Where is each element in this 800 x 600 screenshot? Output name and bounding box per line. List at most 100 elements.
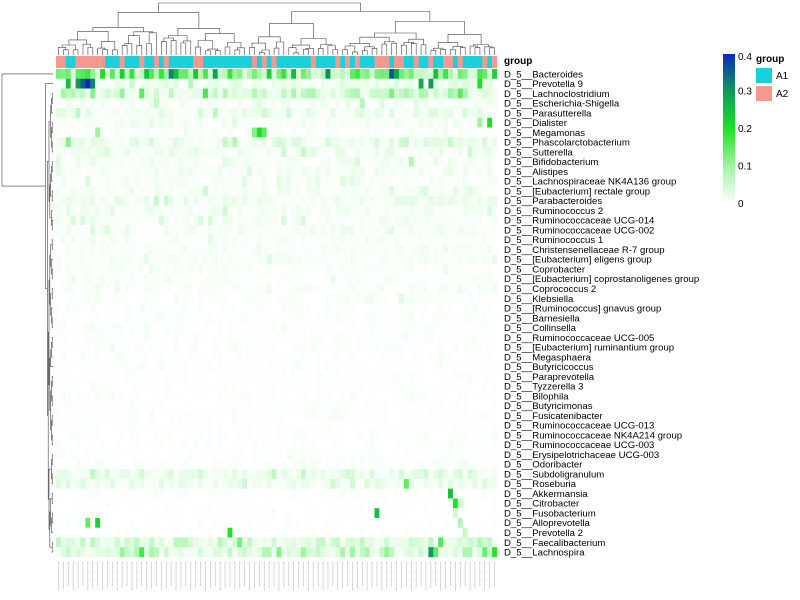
heatmap-cell	[286, 156, 292, 167]
heatmap-cell	[389, 410, 395, 421]
heatmap-cell	[90, 254, 96, 265]
heatmap-cell	[90, 78, 96, 89]
heatmap-cell	[119, 410, 125, 421]
heatmap-cell	[80, 449, 86, 460]
heatmap-cell	[65, 69, 71, 79]
heatmap-cell	[492, 449, 498, 460]
heatmap-cell	[207, 527, 213, 538]
heatmap-cell	[492, 322, 498, 333]
heatmap-cell	[158, 352, 164, 362]
heatmap-cell	[227, 459, 233, 470]
heatmap-cell	[452, 449, 458, 460]
heatmap-cell	[163, 293, 169, 304]
heatmap-cell	[472, 215, 478, 226]
heatmap-cell	[75, 225, 81, 236]
heatmap-cell	[119, 547, 125, 558]
heatmap-cell	[100, 234, 106, 245]
heatmap-cell	[413, 449, 419, 460]
heatmap-cell	[56, 244, 62, 255]
row-label: D_5__Coprococcus 2	[504, 284, 596, 295]
heatmap-cell	[340, 98, 346, 109]
heatmap-cell	[105, 205, 111, 216]
heatmap-cell	[60, 137, 66, 148]
heatmap-cell	[379, 508, 385, 519]
heatmap-cell	[467, 391, 473, 402]
heatmap-cell	[149, 205, 155, 216]
heatmap-cell	[354, 303, 360, 314]
heatmap-cell	[448, 98, 454, 109]
heatmap-cell	[492, 244, 498, 255]
heatmap-cell	[301, 322, 307, 333]
heatmap-cell	[65, 303, 71, 314]
heatmap-cell	[149, 234, 155, 245]
heatmap-cell	[457, 108, 463, 118]
heatmap-cell	[139, 420, 145, 431]
heatmap-cell	[472, 137, 478, 148]
heatmap-cell	[286, 69, 292, 79]
heatmap-cell	[109, 430, 115, 441]
heatmap-cell	[188, 410, 194, 421]
heatmap-cell	[492, 137, 498, 148]
heatmap-cell	[384, 127, 390, 138]
heatmap-cell	[291, 205, 297, 216]
heatmap-cell	[379, 156, 385, 167]
heatmap-cell	[281, 195, 287, 206]
heatmap-cell	[178, 78, 184, 89]
heatmap-cell	[198, 459, 204, 470]
heatmap-cell	[193, 400, 199, 411]
heatmap-cell	[193, 527, 199, 538]
heatmap-cell	[301, 186, 307, 197]
heatmap-cell	[325, 537, 331, 548]
heatmap-cell	[310, 527, 316, 538]
annotation-cell	[105, 56, 111, 68]
heatmap-cell	[394, 527, 400, 538]
heatmap-cell	[379, 195, 385, 206]
heatmap-cell	[379, 117, 385, 128]
heatmap-cell	[364, 420, 370, 431]
heatmap-cell	[296, 88, 302, 99]
heatmap-cell	[75, 527, 81, 538]
heatmap-cell	[266, 322, 272, 333]
heatmap-cell	[183, 410, 189, 421]
heatmap-cell	[198, 225, 204, 236]
annotation-cell	[301, 56, 307, 68]
heatmap-cell	[212, 166, 218, 177]
heatmap-cell	[457, 371, 463, 382]
heatmap-cell	[394, 469, 400, 480]
heatmap-cell	[457, 293, 463, 304]
heatmap-cell	[198, 273, 204, 284]
heatmap-cell	[173, 410, 179, 421]
heatmap-cell	[158, 225, 164, 236]
heatmap-cell	[222, 225, 228, 236]
heatmap-cell	[139, 234, 145, 245]
heatmap-cell	[158, 156, 164, 167]
heatmap-cell	[212, 303, 218, 314]
heatmap-cell	[301, 293, 307, 304]
heatmap-cell	[345, 449, 351, 460]
heatmap-cell	[261, 137, 267, 148]
heatmap-cell	[134, 108, 140, 118]
heatmap-cell	[203, 449, 209, 460]
heatmap-cell	[291, 88, 297, 99]
heatmap-cell	[472, 205, 478, 216]
heatmap-cell	[100, 498, 106, 509]
heatmap-cell	[315, 127, 321, 138]
heatmap-cell	[335, 537, 341, 548]
heatmap-cell	[296, 527, 302, 538]
heatmap-cell	[457, 88, 463, 99]
heatmap-cell	[354, 459, 360, 470]
heatmap-cell	[80, 517, 86, 528]
heatmap-cell	[325, 244, 331, 255]
heatmap-cell	[438, 283, 444, 294]
heatmap-cell	[418, 147, 424, 158]
heatmap-cell	[217, 205, 223, 216]
heatmap-cell	[487, 430, 493, 441]
heatmap-cell	[198, 88, 204, 99]
heatmap-cell	[291, 293, 297, 304]
heatmap-cell	[173, 137, 179, 148]
heatmap-cell	[144, 195, 150, 206]
row-label: D_5__Bifidobacterium	[504, 157, 598, 168]
heatmap-cell	[100, 88, 106, 99]
heatmap-cell	[340, 69, 346, 79]
heatmap-cell	[433, 381, 439, 392]
